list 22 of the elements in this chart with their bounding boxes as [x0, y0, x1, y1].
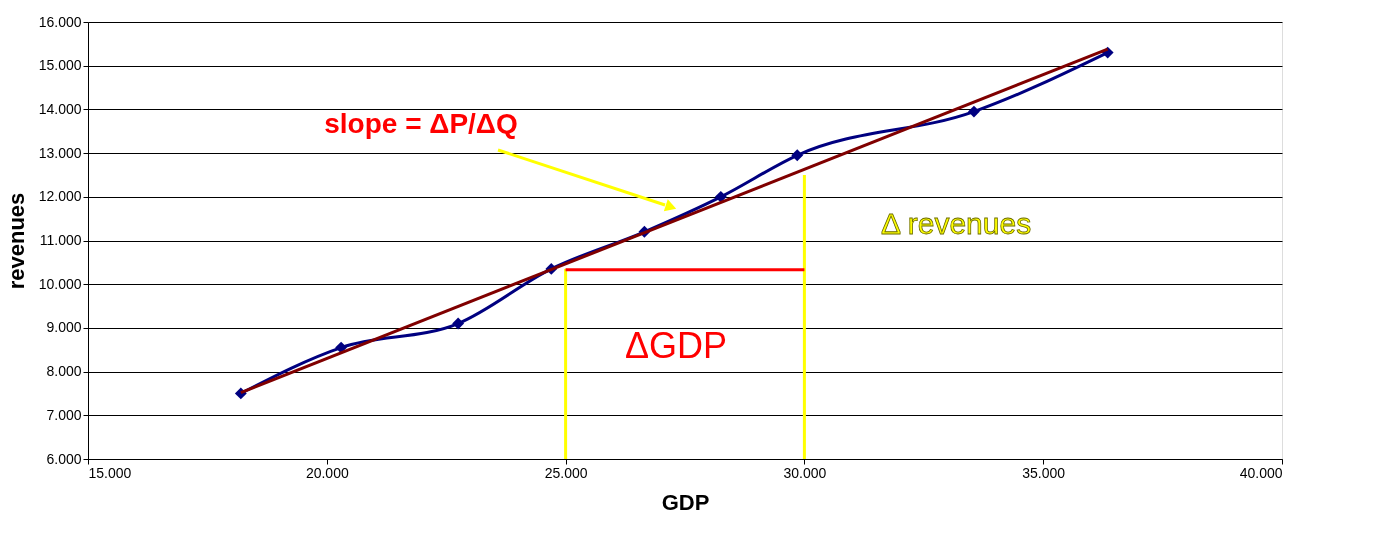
y-tick-label: 14.000: [38, 100, 82, 117]
x-tick-label: 35.000: [1022, 464, 1066, 481]
x-tick-label: 25.000: [544, 464, 588, 481]
x-tick-label: 15.000: [88, 464, 132, 481]
y-axis-title: revenues: [3, 192, 29, 290]
y-tick-label: 9.000: [46, 319, 82, 336]
annotation: Δ revenues: [881, 207, 1032, 240]
y-tick-label: 16.000: [38, 13, 82, 30]
y-tick-label: 11.000: [39, 232, 82, 248]
x-tick-label: 20.000: [305, 464, 349, 481]
annotation: ΔGDP: [624, 325, 728, 366]
y-tick-label: 6.000: [46, 450, 82, 467]
y-tick-label: 7.000: [46, 406, 82, 423]
annotation: slope = ΔP/ΔQ: [324, 108, 518, 139]
x-tick-label: 30.000: [783, 464, 827, 481]
y-tick-label: 8.000: [46, 363, 82, 380]
x-axis-title: GDP: [661, 489, 710, 515]
y-tick-label: 13.000: [38, 144, 82, 161]
x-tick-label: 40.000: [1239, 464, 1283, 481]
y-tick-label: 15.000: [38, 57, 82, 74]
y-tick-label: 12.000: [38, 188, 82, 205]
y-tick-label: 10.000: [38, 275, 82, 292]
